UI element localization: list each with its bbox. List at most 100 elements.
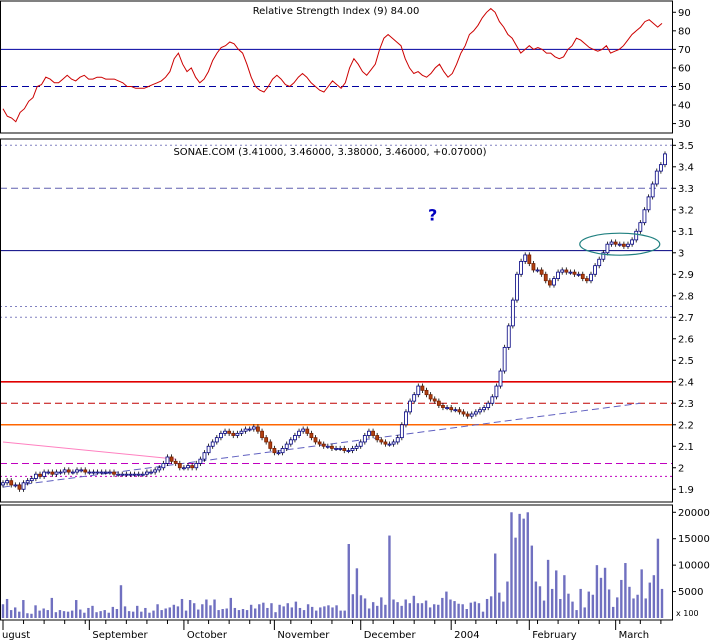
candle <box>461 411 466 415</box>
candle <box>391 441 396 445</box>
candle <box>1 482 5 486</box>
candle <box>256 426 260 432</box>
volume-bar <box>302 610 306 618</box>
volume-bar <box>164 608 167 618</box>
candle <box>399 424 404 439</box>
candle <box>13 484 18 487</box>
candle <box>108 471 112 474</box>
volume-bar <box>144 607 147 618</box>
candle <box>317 441 322 445</box>
candle <box>342 448 347 451</box>
candle <box>658 164 663 172</box>
volume-bar <box>494 553 497 618</box>
volume-bar <box>290 607 294 618</box>
candle <box>367 430 371 436</box>
volume-bar <box>453 601 456 618</box>
candle <box>547 280 552 286</box>
candle <box>436 400 441 406</box>
volume-bar <box>611 606 615 618</box>
volume-bar <box>95 612 98 618</box>
candle <box>383 441 388 445</box>
volume-bar <box>384 604 387 618</box>
price-ytick-label: 2.3 <box>678 399 694 410</box>
price-ytick-label: 2.2 <box>678 420 694 431</box>
candle <box>338 448 343 450</box>
candle <box>231 432 236 436</box>
volume-bar <box>546 559 550 618</box>
rsi-title: Relative Strength Index (9) 84.00 <box>253 6 420 17</box>
candle <box>288 439 293 445</box>
price-frame <box>0 138 673 503</box>
volume-bar <box>404 599 407 618</box>
candle <box>416 385 421 396</box>
candle <box>297 430 301 436</box>
candle <box>502 346 507 372</box>
volume-bar <box>205 599 208 618</box>
candle <box>527 254 532 264</box>
volume-bar <box>408 603 411 618</box>
volume-bar <box>636 594 639 618</box>
x-tick-label: ugust <box>2 630 30 641</box>
candle <box>206 445 211 454</box>
volume-bar <box>555 570 558 618</box>
volume-bar <box>192 603 196 618</box>
volume-bar <box>542 600 546 618</box>
candle <box>182 467 186 470</box>
candle <box>552 278 556 286</box>
candle <box>79 469 84 472</box>
price-ytick-label: 2.5 <box>678 356 694 367</box>
candle <box>626 243 630 247</box>
candle <box>161 463 166 469</box>
candle <box>66 469 71 473</box>
volume-bar <box>591 594 595 618</box>
volume-ytick-label: 15000 <box>678 534 710 545</box>
volume-bar <box>233 607 237 618</box>
candle <box>428 394 433 400</box>
candle <box>223 430 227 434</box>
candle <box>650 183 655 198</box>
candle <box>358 441 363 447</box>
volume-bar <box>201 604 204 618</box>
candle <box>350 448 355 451</box>
volume-bar <box>323 606 326 618</box>
volume-bar <box>559 598 562 618</box>
volume-bar <box>176 606 180 618</box>
candle <box>486 402 491 408</box>
candle <box>543 273 548 282</box>
candle <box>54 471 59 475</box>
candle <box>313 437 318 443</box>
rsi-frame <box>0 0 673 134</box>
candle <box>235 432 240 436</box>
volume-bar <box>648 582 651 618</box>
volume-bar <box>437 604 440 618</box>
volume-bar <box>62 611 66 618</box>
volume-bar <box>506 581 509 618</box>
candle <box>445 407 449 409</box>
x-axis: ugust September October November December 200… <box>2 620 662 641</box>
candle <box>132 473 137 476</box>
volume-bar <box>579 588 582 618</box>
candle <box>165 456 170 464</box>
volume-bar <box>258 604 261 618</box>
volume-bar <box>518 513 521 618</box>
candle <box>564 269 569 273</box>
volume-bar <box>445 591 448 618</box>
volume-frame <box>0 504 673 621</box>
candle <box>198 458 203 464</box>
candle <box>523 254 528 262</box>
volume-bar <box>209 605 212 618</box>
volume-bar <box>79 609 82 618</box>
volume-bar <box>115 609 119 618</box>
price-ytick-label: 2.7 <box>678 313 694 324</box>
candle <box>576 273 581 276</box>
consolidation-ellipse <box>579 232 661 256</box>
volume-bar <box>428 607 432 618</box>
candle <box>219 432 223 439</box>
candle <box>227 430 232 434</box>
candle <box>33 473 38 479</box>
candle <box>634 230 639 241</box>
volume-bar <box>359 595 363 618</box>
candle <box>408 400 412 413</box>
volume-bar <box>599 577 603 618</box>
volume-bar <box>628 586 631 618</box>
